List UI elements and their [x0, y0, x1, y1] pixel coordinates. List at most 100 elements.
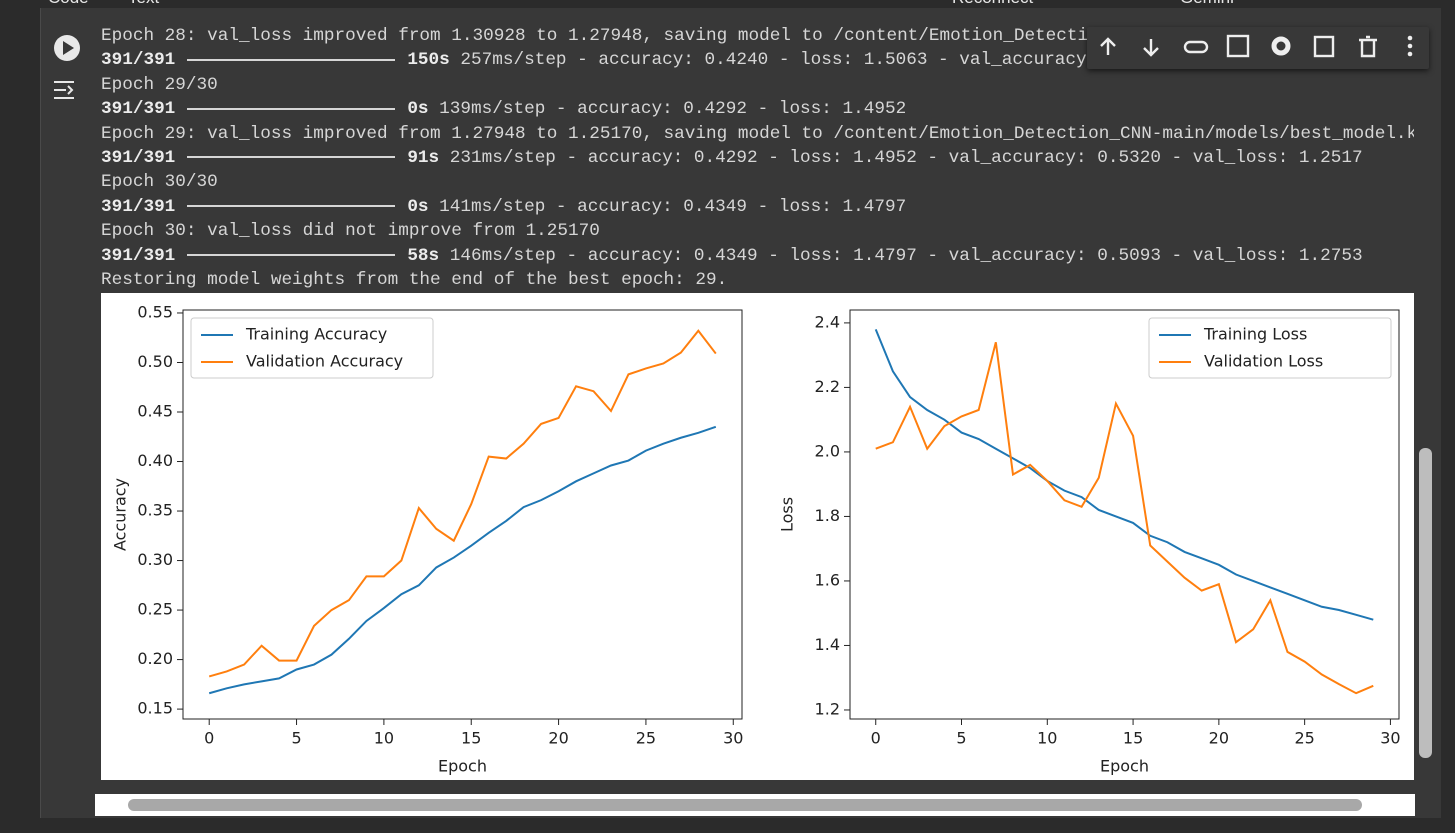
x-tick-label: 20	[1209, 729, 1229, 748]
menu-item[interactable]: Gemini	[1180, 0, 1234, 8]
step-count: 391/391	[101, 245, 176, 266]
step-count: 391/391	[101, 50, 176, 71]
step-metrics: 139ms/step - accuracy: 0.4292 - loss: 1.…	[439, 99, 907, 120]
menu-item[interactable]: Reconnect	[952, 0, 1033, 8]
y-tick-label: 1.6	[815, 570, 840, 589]
x-tick-label: 5	[956, 729, 966, 748]
step-metrics: 231ms/step - accuracy: 0.4292 - loss: 1.…	[449, 148, 1363, 169]
x-tick-label: 10	[374, 729, 394, 748]
step-metrics: 141ms/step - accuracy: 0.4349 - loss: 1.…	[439, 196, 907, 217]
axes-frame	[849, 309, 1400, 720]
link[interactable]	[1183, 40, 1209, 54]
scroll-thumb[interactable]	[128, 799, 1362, 811]
output-icon[interactable]	[54, 81, 74, 99]
step-metrics: 257ms/step - accuracy: 0.4240 - loss: 1.…	[460, 50, 1098, 71]
horizontal-scrollbar	[95, 794, 1415, 816]
y-tick-label: 0.30	[137, 550, 173, 569]
axes-frame	[182, 309, 743, 720]
log-text: Epoch 30/30	[101, 172, 218, 193]
console-line: 391/391 0s 139ms/step - accuracy: 0.4292 …	[101, 97, 1414, 121]
log-text: Epoch 28: val_loss improved from 1.30928…	[101, 26, 1110, 46]
legend-label: Validation Loss	[1204, 352, 1323, 371]
run-icon	[63, 41, 74, 55]
x-tick-label: 10	[1037, 729, 1057, 748]
console-line: Epoch 30/30	[101, 170, 1414, 194]
x-tick-label: 25	[1294, 729, 1314, 748]
x-tick-label: 5	[291, 729, 301, 748]
y-tick-label: 0.35	[137, 501, 173, 520]
step-time: 150s	[407, 50, 450, 71]
progress-bar	[187, 107, 396, 110]
console-line: 391/391 91s 231ms/step - accuracy: 0.4292…	[101, 146, 1414, 170]
x-tick-label: 15	[1123, 729, 1143, 748]
console-line: Epoch 30: val_loss did not improve from …	[101, 219, 1414, 243]
comment[interactable]	[1226, 34, 1250, 58]
y-axis-label: Loss	[778, 497, 797, 532]
y-tick-label: 2.4	[815, 312, 840, 331]
x-tick-label: 25	[636, 729, 656, 748]
console-line: Restoring model weights from the end of …	[101, 268, 1414, 292]
step-count: 391/391	[101, 148, 176, 169]
x-tick-label: 0	[204, 729, 214, 748]
cell-icons	[54, 35, 80, 99]
y-tick-label: 1.2	[815, 699, 840, 718]
y-tick-label: 0.45	[137, 402, 173, 421]
menu-item[interactable]: Text	[128, 0, 159, 8]
x-tick-label: 0	[871, 729, 881, 748]
vertical-scrollbar[interactable]	[1419, 448, 1432, 758]
progress-bar	[187, 156, 396, 159]
toolbar-icons	[1100, 34, 1413, 58]
console-line: Epoch 28: val_loss improved from 1.30928…	[101, 24, 1414, 48]
console-line: 391/391 150s 257ms/step - accuracy: 0.424…	[101, 48, 1414, 72]
y-tick-label: 0.25	[137, 600, 173, 619]
log-text: Epoch 30: val_loss did not improve from …	[101, 221, 600, 242]
data-line	[875, 342, 1374, 695]
console-output: Epoch 28: val_loss improved from 1.30928…	[101, 24, 1414, 292]
step-time: 58s	[407, 245, 440, 266]
console-line: Epoch 29: val_loss improved from 1.27948…	[101, 122, 1414, 146]
settings[interactable]	[1271, 36, 1291, 56]
x-tick-label: 30	[723, 729, 743, 748]
legend-label: Training Loss	[1203, 325, 1307, 344]
y-tick-label: 2.2	[815, 377, 840, 396]
y-tick-label: 0.20	[137, 649, 173, 668]
x-axis-label: Epoch	[1100, 757, 1149, 776]
step-time: 91s	[407, 148, 440, 169]
progress-bar	[187, 253, 396, 256]
y-tick-label: 0.50	[137, 352, 173, 371]
data-line	[874, 328, 1374, 621]
menu-item[interactable]: Code	[48, 0, 89, 8]
move-down[interactable]	[1143, 39, 1159, 57]
x-axis-label: Epoch	[438, 757, 487, 776]
console-line: 391/391 58s 146ms/step - accuracy: 0.4349…	[101, 244, 1414, 268]
legend-label: Training Accuracy	[245, 325, 387, 344]
mirror[interactable]	[1313, 35, 1335, 58]
log-text: Epoch 29: val_loss improved from 1.27948…	[101, 123, 1414, 144]
charts: 0 5 10 15 20 25 30 0.15 0.20 0.25 0.30 0.35 0.40 0.45…	[101, 293, 1414, 780]
console-line: Epoch 29/30	[101, 73, 1414, 97]
console-line: 391/391 0s 141ms/step - accuracy: 0.4349 …	[101, 195, 1414, 219]
y-tick-label: 0.55	[137, 302, 173, 321]
y-tick-label: 1.4	[815, 635, 840, 654]
x-tick-label: 30	[1380, 729, 1400, 748]
legend-label: Validation Accuracy	[246, 352, 403, 371]
legend-box	[190, 317, 434, 379]
step-metrics: 146ms/step - accuracy: 0.4349 - loss: 1.…	[449, 245, 1363, 266]
y-tick-label: 2.0	[815, 441, 840, 460]
y-tick-label: 1.8	[815, 506, 840, 525]
step-count: 391/391	[101, 196, 176, 217]
menu-bar: Code Text Reconnect Gemini	[0, 0, 1455, 8]
log-text: Epoch 29/30	[101, 74, 218, 95]
step-count: 391/391	[101, 99, 176, 120]
x-tick-label: 15	[461, 729, 481, 748]
y-tick-label: 0.15	[137, 699, 173, 718]
progress-bar	[187, 58, 396, 61]
move-up[interactable]	[1100, 37, 1116, 55]
progress-bar	[187, 205, 396, 208]
step-time: 0s	[407, 196, 429, 217]
data-line	[208, 425, 717, 695]
step-time: 0s	[407, 99, 429, 120]
legend-box	[1148, 317, 1392, 379]
delete[interactable]	[1359, 35, 1377, 58]
